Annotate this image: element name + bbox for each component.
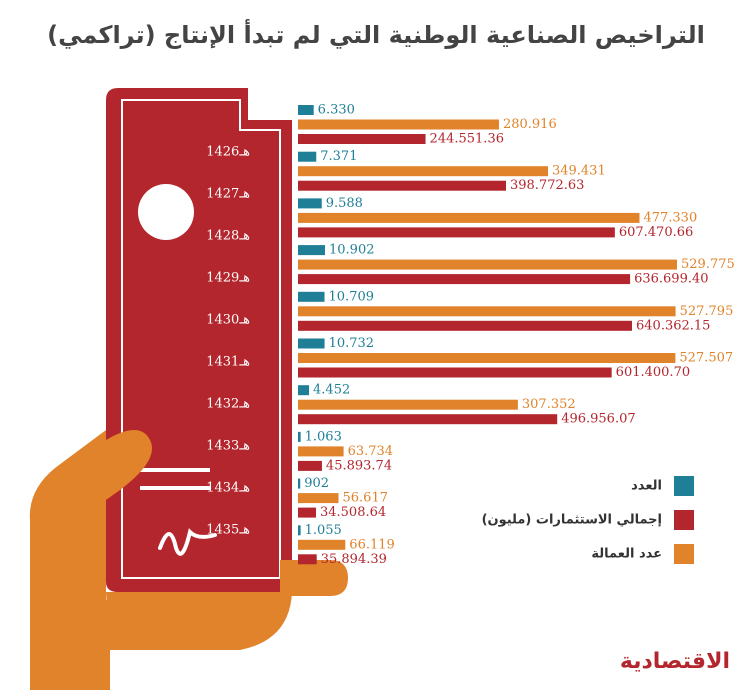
bar xyxy=(298,259,677,270)
value-label: 280.916 xyxy=(503,117,557,132)
value-label: 7.371 xyxy=(320,149,357,164)
bar xyxy=(298,198,322,209)
value-label: 496.956.07 xyxy=(561,412,635,427)
value-label: 10.902 xyxy=(329,243,375,258)
bar xyxy=(298,353,676,363)
value-label: 4.452 xyxy=(313,383,350,398)
category-label: 1428هـ xyxy=(206,229,250,244)
legend-label: عدد العمالة xyxy=(591,547,662,562)
category-label: 1435هـ xyxy=(206,523,250,538)
value-label: 477.330 xyxy=(643,210,697,225)
bar xyxy=(298,306,676,317)
bar xyxy=(298,105,314,115)
bar xyxy=(298,525,301,536)
value-label: 10.732 xyxy=(329,336,375,351)
bar xyxy=(298,554,317,565)
category-label: 1430هـ xyxy=(206,313,250,328)
value-label: 529.775 xyxy=(681,257,735,272)
legend-label: العدد xyxy=(631,479,662,494)
value-label: 607.470.66 xyxy=(619,225,693,240)
value-label: 45.893.74 xyxy=(326,458,392,473)
legend-swatch xyxy=(674,510,694,530)
value-label: 601.400.70 xyxy=(616,365,690,380)
legend-swatch xyxy=(674,544,694,564)
value-label: 636.699.40 xyxy=(634,272,708,287)
value-label: 244.551.36 xyxy=(430,132,504,147)
plot-area: 1426هـ 1427هـ 1428هـ 1429هـ 1430هـ 1431هـ 1432… xyxy=(206,103,735,567)
bar xyxy=(298,119,499,130)
value-label: 398.772.63 xyxy=(510,178,584,193)
bar xyxy=(298,212,640,223)
value-label: 35.894.39 xyxy=(321,552,387,567)
bar xyxy=(298,478,301,489)
bar xyxy=(298,338,325,349)
bar xyxy=(298,399,518,410)
bar xyxy=(298,227,615,238)
document-icon xyxy=(106,88,292,592)
category-label: 1431هـ xyxy=(206,355,250,370)
bar xyxy=(298,493,339,504)
legend-swatch xyxy=(674,476,694,496)
value-label: 527.507 xyxy=(679,351,733,366)
value-label: 307.352 xyxy=(522,397,576,412)
category-label: 1427هـ xyxy=(206,187,250,202)
value-label: 9.588 xyxy=(326,196,363,211)
bar xyxy=(298,367,612,378)
value-label: 10.709 xyxy=(329,289,375,304)
bar xyxy=(298,320,632,331)
bar xyxy=(298,460,322,471)
value-label: 1.063 xyxy=(305,429,342,444)
value-label: 56.617 xyxy=(343,491,389,506)
bar xyxy=(298,539,346,550)
bar xyxy=(298,291,325,302)
category-label: 1434هـ xyxy=(206,481,250,496)
value-label: 63.734 xyxy=(348,444,394,459)
logo: الاقتصادية xyxy=(620,649,730,674)
value-label: 640.362.15 xyxy=(636,318,710,333)
value-label: 527.795 xyxy=(680,304,734,319)
bar xyxy=(298,507,316,518)
value-label: 6.330 xyxy=(318,103,355,118)
value-label: 1.055 xyxy=(305,523,342,538)
legend-label: إجمالي الاستثمارات (مليون) xyxy=(482,513,662,528)
hand-icon xyxy=(29,430,348,690)
value-label: 902 xyxy=(304,476,329,491)
category-label: 1433هـ xyxy=(206,439,250,454)
value-label: 66.119 xyxy=(349,537,395,552)
bar xyxy=(298,151,317,162)
bar xyxy=(298,180,506,191)
category-label: 1432هـ xyxy=(206,397,250,412)
chart-title: التراخيص الصناعية الوطنية التي لم تبدأ ا… xyxy=(47,19,705,49)
bar xyxy=(298,274,631,285)
bar xyxy=(298,166,548,177)
category-label: 1426هـ xyxy=(206,145,250,160)
value-label: 349.431 xyxy=(552,164,606,179)
bar xyxy=(298,245,325,256)
bar xyxy=(298,134,426,144)
bar xyxy=(298,446,344,457)
category-label: 1429هـ xyxy=(206,271,250,286)
bar xyxy=(298,431,301,442)
bar xyxy=(298,385,310,396)
value-label: 34.508.64 xyxy=(320,505,386,520)
bar xyxy=(298,414,558,425)
